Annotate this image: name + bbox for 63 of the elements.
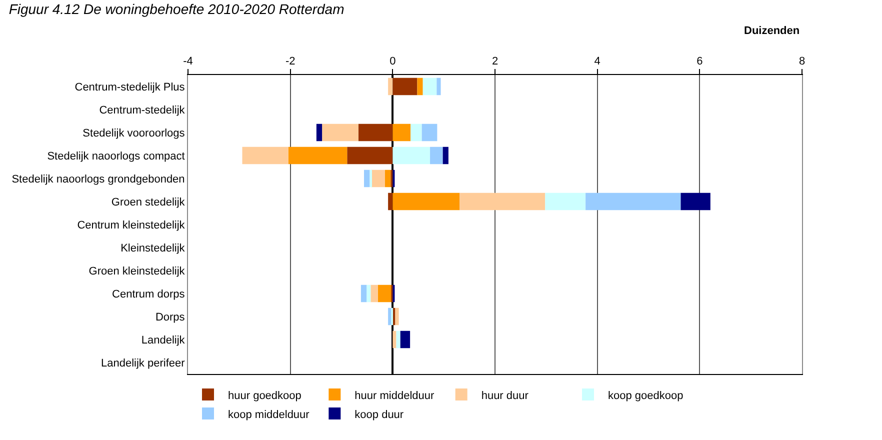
bar (680, 192, 710, 210)
y-tick-label: Groen kleinstedelijk (88, 265, 186, 278)
y-tick-label: Groen stedelijk (111, 196, 186, 208)
bar (360, 284, 367, 302)
bar (392, 192, 460, 210)
bar (460, 192, 546, 210)
y-tick-label: Kleinstedelijk (120, 242, 186, 254)
bar (347, 146, 393, 164)
bar (545, 192, 586, 210)
legend-label: koop middelduur (228, 408, 310, 421)
x-axis-title: Duizenden (744, 25, 800, 37)
bar (410, 124, 422, 142)
x-tick-label: 8 (798, 56, 806, 68)
chart-title: Figuur 4.12 De woningbehoefte 2010-2020 Rotterdam (8, 1, 345, 18)
y-tick-label: Stedelijk vooroorlogs (82, 127, 186, 140)
y-tick-label: Stedelijk naoorlogs grondgebonden (12, 173, 185, 186)
x-tick-label: 4 (594, 56, 600, 68)
y-tick-label: Centrum kleinstedelijk (77, 219, 186, 232)
bar (378, 284, 392, 302)
legend-label: huur goedkoop (228, 390, 302, 402)
bar (430, 146, 443, 164)
bar (288, 146, 348, 164)
x-tick-label: -4 (183, 56, 193, 68)
bar (586, 192, 681, 210)
bar (422, 78, 437, 96)
bar (392, 146, 430, 164)
y-tick-label: Landelijk (141, 334, 186, 346)
x-tick-label: 2 (492, 56, 498, 68)
bar (442, 146, 448, 164)
bar (400, 330, 410, 348)
bar (396, 330, 400, 348)
x-tick-label: 6 (696, 56, 703, 68)
y-tick-label: Centrum dorps (112, 288, 186, 300)
bar (392, 78, 418, 96)
bar (316, 124, 322, 142)
x-tick-label: -2 (285, 56, 296, 68)
y-tick-label: Dorps (155, 311, 186, 324)
bar (371, 170, 385, 188)
bar (384, 170, 391, 188)
bar (392, 124, 411, 142)
legend-label: huur duur (481, 390, 529, 402)
bar (358, 124, 393, 142)
y-tick-label: Landelijk perifeer (101, 357, 186, 370)
bar (364, 170, 370, 188)
y-tick-label: Stedelijk naoorlogs compact (47, 150, 185, 162)
bar (388, 308, 392, 326)
bar (322, 124, 358, 142)
bar (242, 146, 288, 164)
bar (392, 330, 396, 348)
bar (395, 308, 399, 326)
bar (436, 78, 441, 96)
legend-label: koop goedkoop (608, 390, 684, 402)
bar (370, 284, 378, 302)
legend-label: koop duur (354, 408, 404, 421)
bar (417, 78, 423, 96)
y-tick-label: Centrum-stedelijk (99, 104, 186, 116)
bar (388, 192, 393, 210)
bar (366, 284, 371, 302)
x-tick-label: 0 (390, 56, 396, 68)
bar (422, 124, 438, 142)
legend-label: huur middelduur (354, 390, 434, 402)
bar (388, 78, 393, 96)
y-tick-label: Centrum-stedelijk Plus (74, 81, 186, 94)
